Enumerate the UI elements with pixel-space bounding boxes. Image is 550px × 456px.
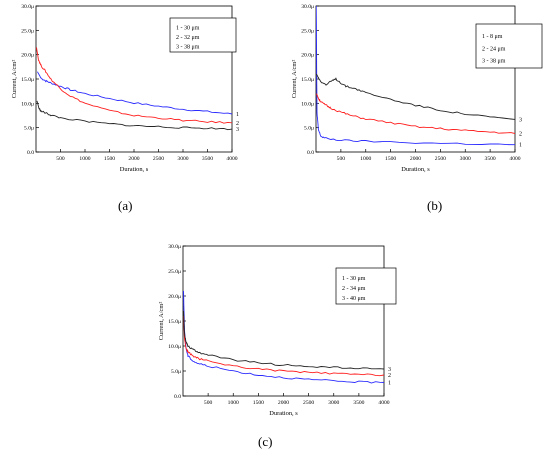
series-line-3 bbox=[36, 100, 232, 131]
legend-entry-1: 1 - 8 μm bbox=[482, 34, 503, 40]
legend-box bbox=[169, 17, 237, 53]
x-tick-label: 3000 bbox=[460, 156, 471, 162]
x-tick-label: 3000 bbox=[328, 400, 339, 406]
y-tick-label: 15.0μ bbox=[301, 77, 314, 83]
y-tick-label: 15.0μ bbox=[168, 319, 181, 325]
chart-a-svg: 0.0 5.0μ 10.0μ 15.0μ 20.0μ 25.0μ 30.0μ 500 1000 1… bbox=[11, 4, 239, 173]
y-tick-label: 25.0μ bbox=[301, 28, 314, 34]
y-tick-label: 10.0μ bbox=[21, 101, 34, 107]
series-end-label-1: 1 bbox=[236, 112, 239, 118]
y-axis-title: Current, A/cm² bbox=[11, 60, 18, 99]
series-line-2 bbox=[183, 315, 384, 377]
legend-entry-2: 2 - 34 μm bbox=[342, 286, 366, 292]
chart-b-svg: 0.0 5.0μ 10.0μ 15.0μ 20.0μ 25.0μ 30.0μ 500 1000 1… bbox=[291, 4, 543, 173]
caption-c: (c) bbox=[258, 434, 273, 449]
series-group bbox=[316, 6, 515, 146]
y-tick-label: 0.0 bbox=[27, 150, 34, 156]
x-tick-label: 500 bbox=[337, 156, 346, 162]
y-tick-label: 30.0μ bbox=[301, 4, 314, 10]
series-end-label-3: 3 bbox=[236, 127, 239, 133]
y-tick-label: 0.0 bbox=[307, 150, 314, 156]
x-tick-label: 1000 bbox=[228, 400, 239, 406]
legend-entry-2: 2 - 24 μm bbox=[482, 46, 506, 52]
chart-panel-c: 0.0 5.0μ 10.0μ 15.0μ 20.0μ 25.0μ 30.0μ 500 1000 1… bbox=[138, 232, 408, 456]
y-tick-label: 10.0μ bbox=[168, 344, 181, 350]
series-end-label-2: 2 bbox=[519, 132, 522, 138]
y-tick-label: 10.0μ bbox=[301, 101, 314, 107]
x-tick-label: 2000 bbox=[410, 156, 421, 162]
series-end-label-1: 1 bbox=[519, 143, 522, 149]
legend-entry-1: 1 - 30 μm bbox=[176, 25, 200, 31]
series-line-1 bbox=[316, 6, 515, 146]
legend-entry-1: 1 - 30 μm bbox=[342, 276, 366, 282]
series-end-label-1: 1 bbox=[388, 381, 391, 387]
legend-box bbox=[475, 23, 543, 69]
y-tick-label: 30.0μ bbox=[21, 4, 34, 10]
x-tick-label: 1500 bbox=[385, 156, 396, 162]
x-tick-label: 1000 bbox=[79, 156, 90, 162]
y-tick-label: 15.0μ bbox=[21, 77, 34, 83]
x-axis-title: Duration, s bbox=[269, 410, 298, 417]
caption-b: (b) bbox=[427, 198, 443, 213]
y-tick-label: 5.0μ bbox=[24, 126, 34, 132]
series-line-1 bbox=[37, 71, 232, 115]
series-end-label-3: 3 bbox=[388, 367, 391, 373]
x-tick-label: 2500 bbox=[435, 156, 446, 162]
series-group bbox=[183, 290, 384, 384]
series-end-label-2: 2 bbox=[388, 373, 391, 379]
x-axis-title: Duration, s bbox=[120, 166, 149, 173]
legend-entry-3: 3 - 38 μm bbox=[482, 59, 506, 65]
legend-entry-3: 3 - 40 μm bbox=[342, 296, 366, 302]
chart-c-svg: 0.0 5.0μ 10.0μ 15.0μ 20.0μ 25.0μ 30.0μ 500 1000 1… bbox=[158, 244, 397, 417]
x-tick-label: 2500 bbox=[303, 400, 314, 406]
x-tick-label: 3000 bbox=[177, 156, 188, 162]
legend-entry-2: 2 - 32 μm bbox=[176, 35, 200, 41]
caption-a: (a) bbox=[118, 198, 133, 213]
x-tick-label: 1500 bbox=[104, 156, 115, 162]
series-line-1 bbox=[183, 290, 384, 384]
y-tick-label: 0.0 bbox=[174, 394, 181, 400]
x-tick-label: 4000 bbox=[509, 156, 520, 162]
x-tick-label: 3500 bbox=[202, 156, 213, 162]
y-axis-title: Current, A/cm² bbox=[158, 302, 165, 341]
series-line-3 bbox=[316, 73, 515, 120]
x-tick-label: 3500 bbox=[485, 156, 496, 162]
chart-panel-a: 0.0 5.0μ 10.0μ 15.0μ 20.0μ 25.0μ 30.0μ 500 1000 1… bbox=[0, 0, 270, 212]
series-end-label-2: 2 bbox=[236, 121, 239, 127]
legend-entry-3: 3 - 38 μm bbox=[176, 44, 200, 50]
x-tick-label: 500 bbox=[56, 156, 65, 162]
x-tick-label: 2000 bbox=[128, 156, 139, 162]
x-axis-title: Duration, s bbox=[401, 166, 430, 173]
y-tick-label: 25.0μ bbox=[21, 28, 34, 34]
y-tick-label: 20.0μ bbox=[301, 53, 314, 59]
x-tick-label: 4000 bbox=[378, 400, 389, 406]
x-tick-label: 1000 bbox=[360, 156, 371, 162]
series-line-2 bbox=[316, 93, 515, 134]
x-tick-label: 500 bbox=[204, 400, 213, 406]
series-line-3 bbox=[183, 310, 384, 370]
x-tick-label: 1500 bbox=[253, 400, 264, 406]
x-tick-label: 4000 bbox=[226, 156, 237, 162]
series-group bbox=[36, 47, 232, 131]
series-line-2 bbox=[36, 47, 232, 124]
y-tick-label: 30.0μ bbox=[168, 244, 181, 250]
legend-box bbox=[335, 267, 397, 305]
x-tick-label: 2000 bbox=[278, 400, 289, 406]
y-axis-title: Current, A/cm² bbox=[291, 60, 298, 99]
chart-panel-b: 0.0 5.0μ 10.0μ 15.0μ 20.0μ 25.0μ 30.0μ 500 1000 1… bbox=[278, 0, 550, 212]
y-tick-label: 20.0μ bbox=[168, 294, 181, 300]
y-tick-label: 5.0μ bbox=[171, 369, 181, 375]
x-tick-label: 3500 bbox=[353, 400, 364, 406]
series-end-label-3: 3 bbox=[519, 117, 522, 123]
y-tick-label: 5.0μ bbox=[304, 126, 314, 132]
y-tick-label: 20.0μ bbox=[21, 53, 34, 59]
x-tick-label: 2500 bbox=[153, 156, 164, 162]
y-tick-label: 25.0μ bbox=[168, 269, 181, 275]
